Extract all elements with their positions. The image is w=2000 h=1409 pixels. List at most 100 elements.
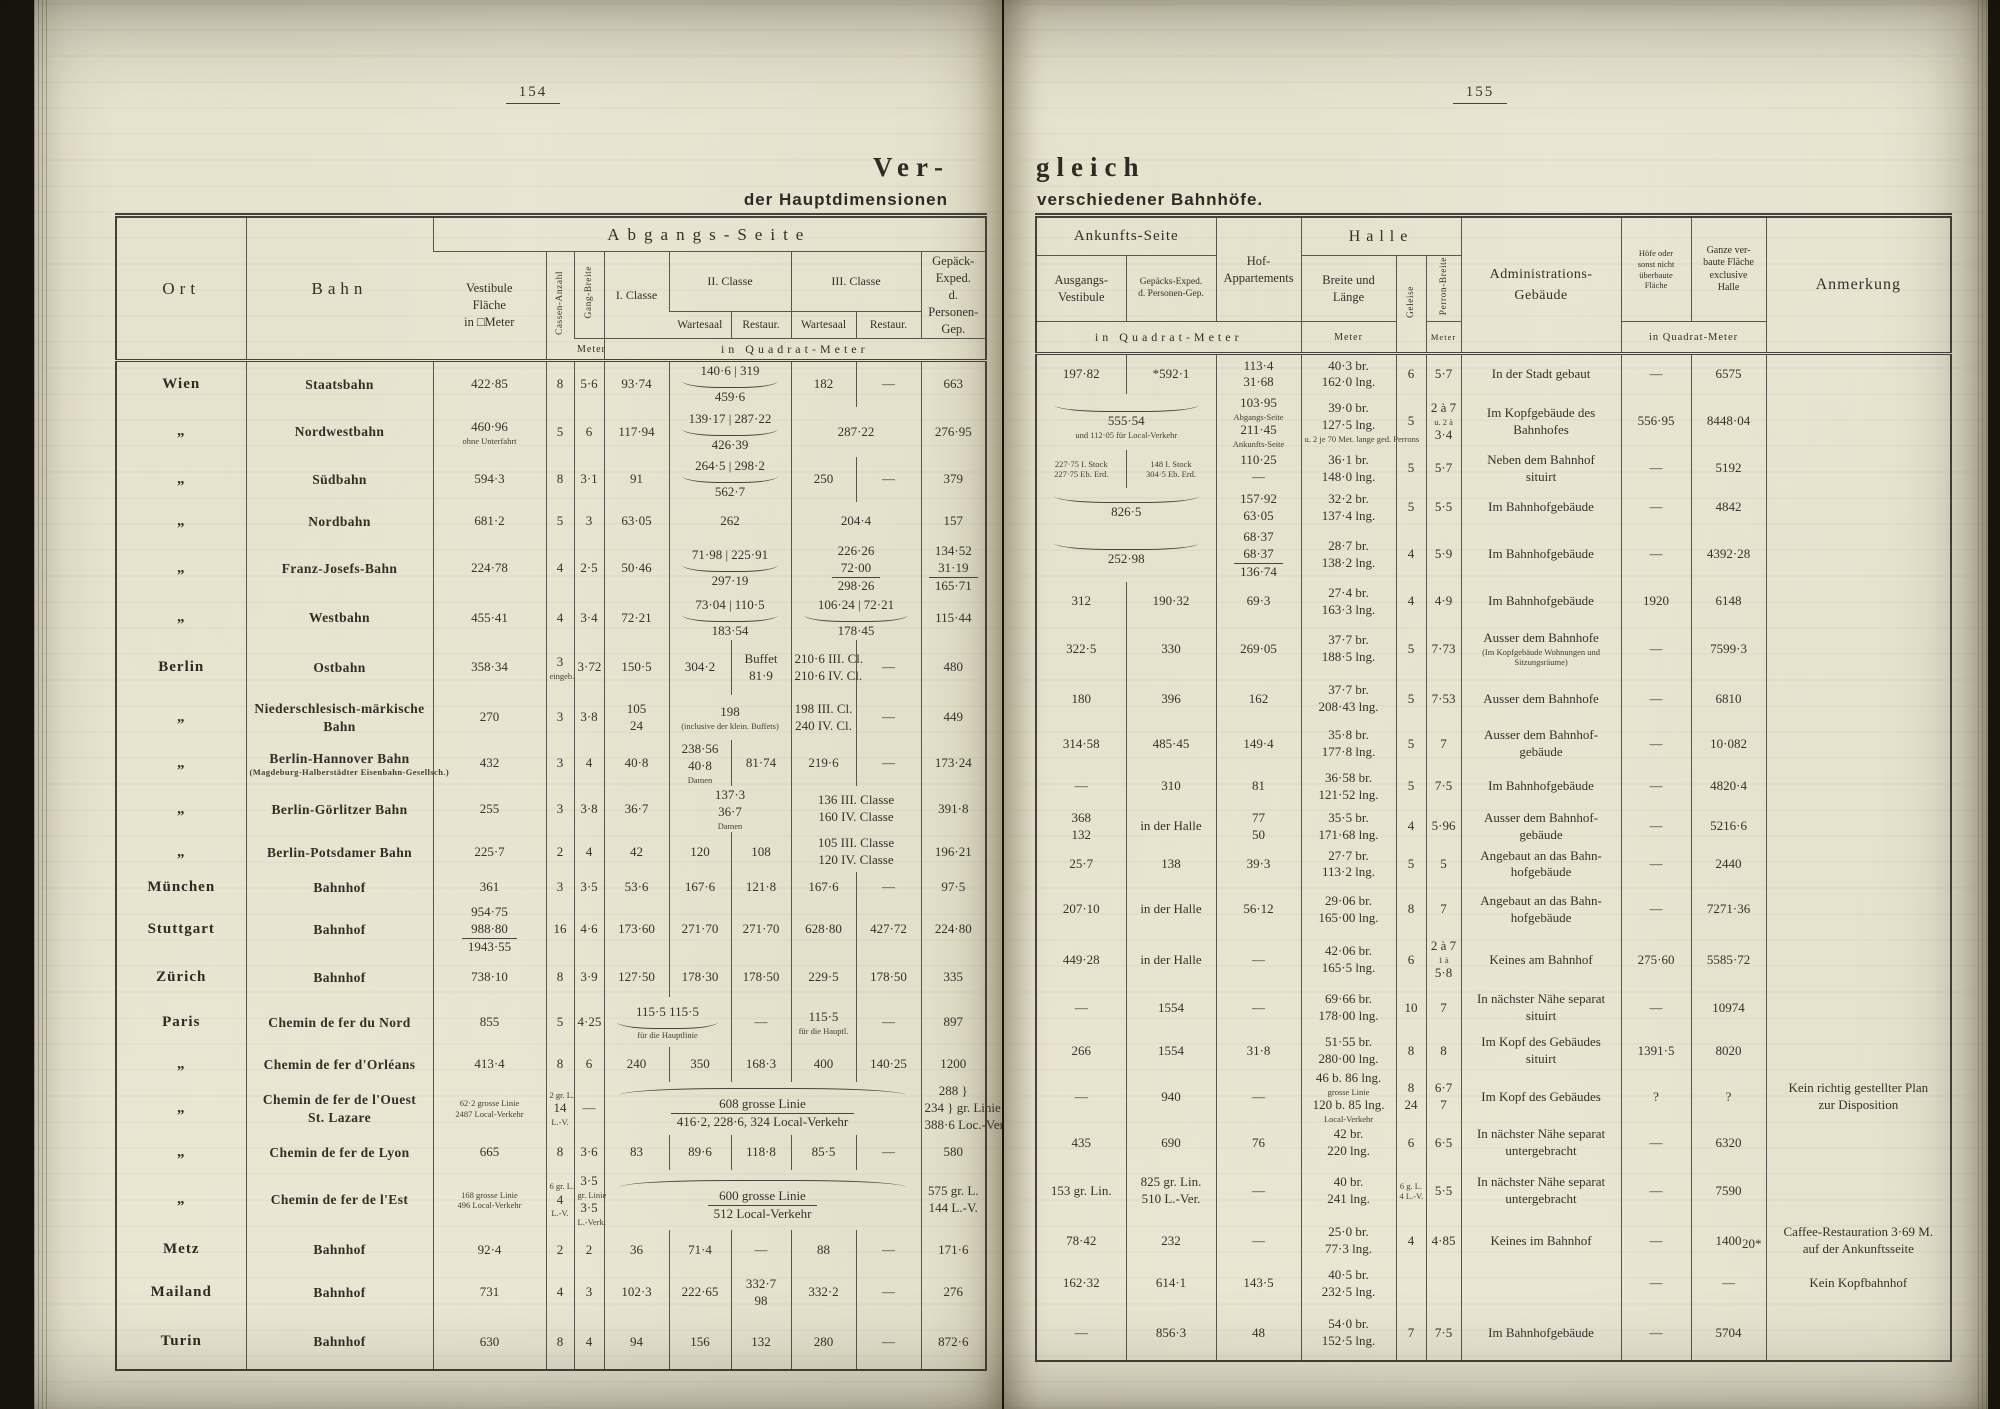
cell: 173·60 xyxy=(603,902,669,958)
cell: 89·6 xyxy=(668,1135,731,1170)
cell: 81 xyxy=(1215,766,1302,807)
col-header-gang-breite: Gang-Breite xyxy=(573,251,604,340)
cell: 7599·3 xyxy=(1690,621,1767,677)
unit-quadrat-meter: in Quadrat-Meter xyxy=(1620,321,1767,356)
cell: 7271·36 xyxy=(1690,882,1767,938)
unit-meter: Meter xyxy=(574,338,605,363)
cell: — xyxy=(1074,1088,1088,1104)
cell: Paris xyxy=(162,1013,201,1030)
table-row: „ Westbahn 455·41 4 3·4 72·21 73·04 | 110·5 183… xyxy=(116,595,987,641)
cell: 2 xyxy=(545,1230,574,1270)
signature-mark: 20* xyxy=(1742,1236,1762,1251)
cell: 5 xyxy=(1425,846,1462,883)
col-header-classe-3: III. Classe xyxy=(790,251,921,312)
cell: 42 br. 220 lng. xyxy=(1300,1125,1397,1161)
cell: 7 xyxy=(1425,882,1462,938)
cell: 6 xyxy=(573,1047,604,1083)
cell: Berlin-Hannover Bahn (Magdeburg-Halberstä… xyxy=(245,740,449,787)
cell: — xyxy=(1620,487,1692,528)
cell: 4392·28 xyxy=(1690,527,1767,582)
cell: 190·32 xyxy=(1125,581,1217,622)
cell: — xyxy=(855,1270,921,1315)
cell: — xyxy=(1215,983,1302,1034)
cell: 6575 xyxy=(1690,353,1767,394)
cell: 198 (inclusive der klein. Buffets) xyxy=(668,695,791,741)
cell: 48 xyxy=(1215,1306,1302,1361)
cell: 358·34 xyxy=(432,640,546,696)
cell: 225·7 xyxy=(432,832,546,873)
cell: 455·41 xyxy=(432,595,546,641)
cell: 178·50 xyxy=(730,957,791,998)
cell: 121·8 xyxy=(730,872,791,903)
cell: 5·5 xyxy=(1425,487,1462,528)
cell: 35·5 br. 171·68 lng. xyxy=(1300,806,1397,847)
table-row: „ Berlin-Görlitzer Bahn 255 3 3·8 36·7 137·3 36… xyxy=(116,786,987,833)
cell: Ausser dem Bahnhof-gebäude xyxy=(1460,721,1622,767)
col-header-verbaute-flaeche: Ganze ver- baute Fläche exclusive Halle xyxy=(1690,215,1767,323)
cell: 332·2 xyxy=(790,1270,856,1315)
cell: 5704 xyxy=(1690,1306,1767,1361)
cell: 5·96 xyxy=(1425,806,1462,847)
spread-title-right-fragment: gleich xyxy=(1036,152,1146,182)
cell: 102·3 xyxy=(603,1270,669,1315)
table-row: Turin Bahnhof 630 8 4 94 156 132 280—872·6 xyxy=(116,1315,987,1370)
cell: 422·85 xyxy=(432,360,546,408)
cell: 5 xyxy=(1395,393,1427,450)
table-row: 449·28 in der Halle —42·06 br. 165·5 lng. 6 2… xyxy=(1036,937,1952,984)
cell: 226·26 72·00 298·26 xyxy=(790,541,921,596)
cell: 118·8 xyxy=(730,1135,791,1170)
cell: Angebaut an das Bahn-hofgebäude xyxy=(1460,846,1622,883)
cell: — xyxy=(855,872,921,903)
cell: 6 g. L. 4 L.-V. xyxy=(1395,1161,1427,1221)
cell: 27·4 br. 163·3 lng. xyxy=(1300,581,1397,622)
cell: 3 xyxy=(545,786,574,833)
table-row: 180 396 162 37·7 br. 208·43 lng. 5 7·53 Ausser … xyxy=(1036,676,1952,722)
cell: — xyxy=(1620,1221,1692,1261)
col-header-wartesaal-2: Wartesaal xyxy=(669,311,731,340)
cell: 53·6 xyxy=(603,872,669,903)
cell: 5·5 xyxy=(1425,1161,1462,1221)
cell: 270 xyxy=(432,695,546,741)
cell: 224·80 xyxy=(920,902,987,958)
cell: 3·8 xyxy=(573,695,604,741)
cell: Im Kopfgebäude des Bahnhofes xyxy=(1460,393,1622,450)
cell: Mailand xyxy=(150,1283,212,1300)
cell: — xyxy=(1620,1125,1692,1161)
cell: 25·7 xyxy=(1069,855,1094,871)
cell: Kein Kopfbahnhof xyxy=(1765,1261,1952,1306)
cell: „ xyxy=(177,423,186,440)
cell: 252·98 xyxy=(1036,528,1216,582)
cell: 204·4 xyxy=(790,501,921,542)
cell: 940 xyxy=(1125,1069,1217,1126)
cell: 304·2 xyxy=(668,640,731,696)
cell: 63·05 xyxy=(603,501,669,542)
cell: 173·24 xyxy=(920,740,987,787)
cell xyxy=(1765,1125,1952,1161)
cell: 1400 xyxy=(1690,1221,1767,1261)
table-header-right: Ankunfts-Seite Hof- Appartements Halle A… xyxy=(1036,215,1952,356)
cell: 42·06 br. 165·5 lng. xyxy=(1300,937,1397,984)
table-header-left: Ort Bahn Abgangs-Seite Vestibule Fläche … xyxy=(116,215,987,363)
cell: 229·5 xyxy=(790,957,856,998)
cell: 36·1 br. 148·0 lng. xyxy=(1300,449,1397,488)
col-header-breite-laenge: Breite und Länge xyxy=(1300,255,1397,323)
cell: 3·4 xyxy=(573,595,604,641)
cell: Bahnhof xyxy=(245,957,433,998)
col-header-gepaecks-exped: Gepäcks-Exped. d. Personen-Gep. xyxy=(1125,255,1217,323)
cell: — xyxy=(1074,1324,1088,1340)
cell: Wien xyxy=(162,376,201,393)
cell xyxy=(1765,487,1952,528)
cell: „ xyxy=(177,1143,186,1160)
cell: — xyxy=(730,997,791,1048)
cell: 10974 xyxy=(1690,983,1767,1034)
cell: 36·7 xyxy=(603,786,669,833)
cell: 3 xyxy=(573,501,604,542)
cell: 136 III. Classe 160 IV. Classe xyxy=(790,786,921,833)
table-row: 78·42 232—25·0 br. 77·3 lng. 4 4·85 Keines im… xyxy=(1036,1221,1952,1261)
table-row: Paris Chemin de fer du Nord 855 5 4·25 115·5 … xyxy=(116,997,987,1048)
cell: 76 xyxy=(1215,1125,1302,1161)
cell: 25·0 br. 77·3 lng. xyxy=(1300,1221,1397,1261)
cell: 5·7 xyxy=(1425,449,1462,488)
